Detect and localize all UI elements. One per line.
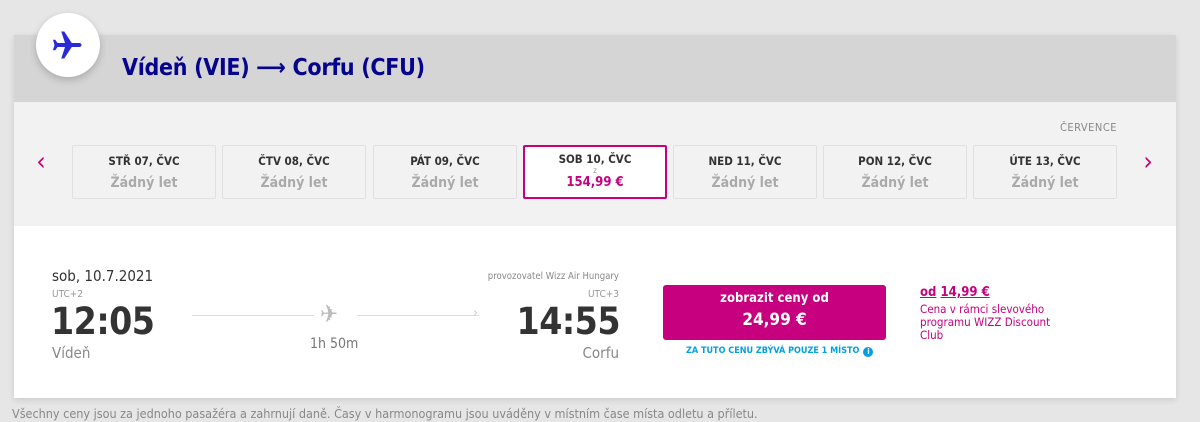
show-prices-button[interactable]: zobrazit ceny od 24,99 € xyxy=(663,285,886,340)
arrival-city: Corfu xyxy=(582,344,619,362)
date-label: PÁT 09, ČVC xyxy=(410,154,480,168)
route-line xyxy=(357,315,479,316)
discount-prefix: od xyxy=(920,285,937,300)
date-label: ČTV 08, ČVC xyxy=(258,154,330,168)
date-tile[interactable]: ČTV 08, ČVC Žádný let xyxy=(222,145,366,199)
info-icon[interactable]: i xyxy=(863,346,874,357)
flight-card: Vídeň (VIE) ⟶ Corfu (CFU) ČERVENCE ‹ › S… xyxy=(14,35,1176,398)
date-label: PON 12, ČVC xyxy=(858,154,932,168)
date-tile[interactable]: STŘ 07, ČVC Žádný let xyxy=(72,145,216,199)
date-status: Žádný let xyxy=(260,175,328,191)
date-label: STŘ 07, ČVC xyxy=(108,154,180,168)
date-tile[interactable]: NED 11, ČVC Žádný let xyxy=(673,145,817,199)
flight-date: sob, 10.7.2021 xyxy=(52,267,154,285)
date-strip: ČERVENCE ‹ › STŘ 07, ČVC Žádný let ČTV 08,… xyxy=(14,102,1176,226)
operator: provozovatel Wizz Air Hungary xyxy=(487,271,619,282)
date-status: Žádný let xyxy=(411,175,479,191)
arrival-tz: UTC+3 xyxy=(587,289,619,300)
chevron-left-icon[interactable]: ‹ xyxy=(36,147,46,177)
airplane-logo xyxy=(36,13,100,77)
seats-notice-text: ZA TUTO CENU ZBÝVÁ POUZE 1 MÍSTO xyxy=(686,346,860,356)
route-header: Vídeň (VIE) ⟶ Corfu (CFU) xyxy=(14,35,1176,102)
discount-info: od 14,99 € Cena v rámci slevového progra… xyxy=(920,285,1070,342)
route-title: Vídeň (VIE) ⟶ Corfu (CFU) xyxy=(122,55,425,81)
chevron-right-icon[interactable]: › xyxy=(1143,147,1153,177)
duration: 1h 50m xyxy=(310,336,359,352)
date-label: ÚTE 13, ČVC xyxy=(1009,154,1081,168)
button-price: 24,99 € xyxy=(742,310,807,330)
date-status: Žádný let xyxy=(711,175,779,191)
price-prefix: z xyxy=(593,166,597,175)
route-line xyxy=(192,315,314,316)
date-price: 154,99 € xyxy=(566,175,624,190)
departure-time: 12:05 xyxy=(51,300,155,343)
footer-note: Všechny ceny jsou za jednoho pasažéra a … xyxy=(12,406,758,421)
arrow-right-icon: › xyxy=(473,305,479,321)
departure-tz: UTC+2 xyxy=(52,289,84,300)
date-tile[interactable]: PON 12, ČVC Žádný let xyxy=(823,145,967,199)
airplane-icon xyxy=(53,31,82,59)
date-status: Žádný let xyxy=(861,175,929,191)
date-tile[interactable]: SOB 10, ČVC z 154,99 € xyxy=(523,145,667,199)
date-tile[interactable]: PÁT 09, ČVC Žádný let xyxy=(373,145,517,199)
date-tile[interactable]: ÚTE 13, ČVC Žádný let xyxy=(973,145,1117,199)
month-label: ČERVENCE xyxy=(1059,121,1117,134)
date-status: Žádný let xyxy=(1011,175,1079,191)
flight-details: sob, 10.7.2021 UTC+2 12:05 Vídeň ✈ › 1h … xyxy=(14,226,1176,398)
discount-text: Cena v rámci slevového programu WIZZ Dis… xyxy=(920,302,1051,342)
date-label: SOB 10, ČVC xyxy=(558,152,632,166)
date-label: NED 11, ČVC xyxy=(708,154,782,168)
date-status: Žádný let xyxy=(110,175,178,191)
airplane-icon: ✈ xyxy=(320,300,339,328)
arrival-time: 14:55 xyxy=(516,300,621,343)
discount-price-link[interactable]: 14,99 € xyxy=(940,285,990,300)
button-line1: zobrazit ceny od xyxy=(720,291,829,306)
seats-notice: ZA TUTO CENU ZBÝVÁ POUZE 1 MÍSTO i xyxy=(686,346,874,357)
departure-city: Vídeň xyxy=(52,344,91,362)
